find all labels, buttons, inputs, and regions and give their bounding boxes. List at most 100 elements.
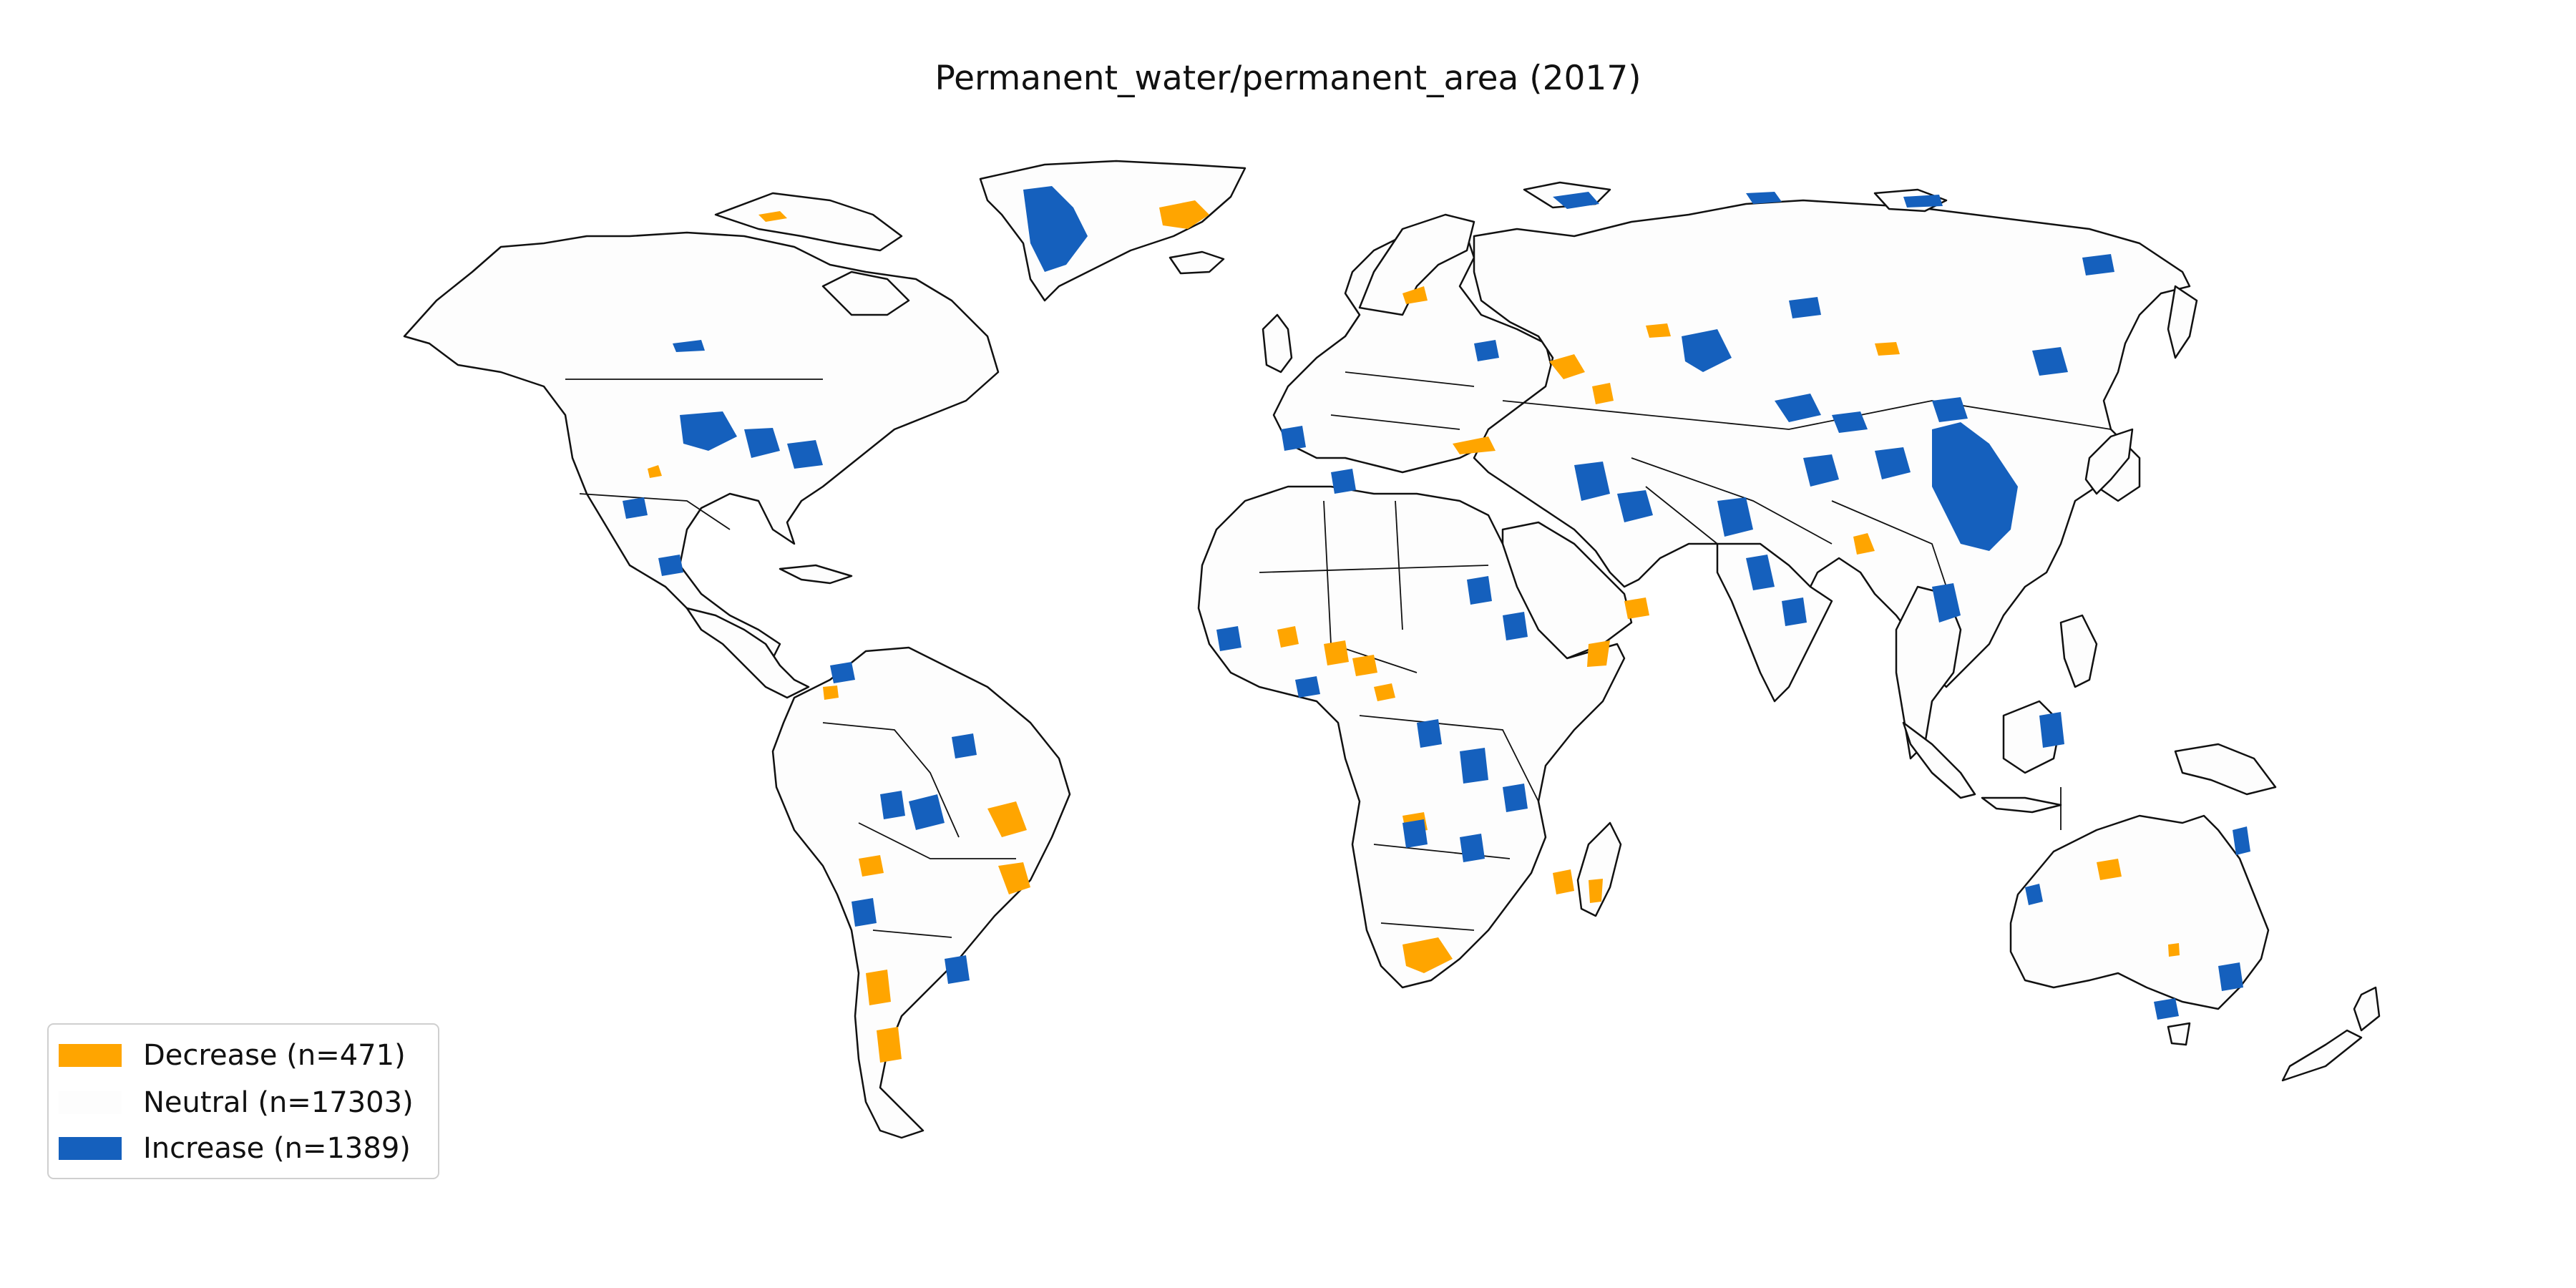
decrease-patch: [1589, 879, 1603, 903]
decrease-patch: [1549, 354, 1585, 379]
increase-patch: [2082, 254, 2114, 275]
decrease-patch: [1875, 342, 1900, 356]
landmass-java: [1981, 796, 2062, 814]
increase-patch: [1775, 394, 1821, 422]
decrease-patch: [859, 855, 884, 877]
increase-patch: [1402, 819, 1428, 848]
increase-patch: [1574, 462, 1610, 501]
increase-patch: [1932, 397, 1968, 422]
decrease-patch: [998, 862, 1030, 894]
increase-patch: [1875, 447, 1911, 479]
decrease-patch: [758, 211, 787, 222]
decrease-patch: [1624, 597, 1649, 619]
landmass-africa: [1197, 485, 1626, 989]
decrease-patch: [1159, 200, 1209, 229]
decrease-patch: [1646, 323, 1671, 338]
legend-swatch-increase: [59, 1137, 122, 1160]
landmass-central-america: [686, 607, 810, 699]
increase-patch: [1746, 192, 1782, 204]
landmass-canadian-arctic: [714, 192, 903, 252]
increase-patch: [623, 497, 648, 519]
decrease-patch: [1402, 286, 1428, 304]
legend-swatch-decrease: [59, 1044, 122, 1067]
increase-patch: [1331, 469, 1356, 494]
legend: Decrease (n=471) Neutral (n=17303) Incre…: [47, 1023, 439, 1179]
decrease-patch: [648, 465, 662, 478]
decrease-patch: [866, 970, 891, 1005]
increase-patch: [1903, 195, 1943, 208]
increase-patch: [2025, 884, 2043, 905]
legend-item-increase: Increase (n=1389): [59, 1131, 411, 1166]
decrease-patch: [1277, 626, 1299, 648]
decrease-patch: [987, 801, 1027, 837]
increase-patch: [1782, 597, 1807, 626]
landmass-japan: [2084, 428, 2134, 495]
decrease-patch: [2168, 943, 2180, 957]
increase-patch: [1803, 454, 1839, 487]
increase-patch: [1460, 834, 1485, 862]
increase-patch: [1746, 555, 1775, 590]
increase-patch: [1932, 422, 2018, 551]
increase-patch: [880, 791, 905, 819]
decrease-patch: [877, 1027, 902, 1063]
increase-patch: [1717, 497, 1753, 537]
increase-patch: [1789, 297, 1821, 318]
legend-label-neutral: Neutral (n=17303): [143, 1086, 414, 1119]
landmass-cuba: [779, 564, 853, 585]
landmass-south-america: [771, 646, 1071, 1139]
increase-patch: [2154, 998, 2179, 1020]
landmass-tasmania: [2167, 1022, 2191, 1046]
increase-patch: [2233, 826, 2250, 855]
increase-patch: [1932, 583, 1961, 623]
increase-patch: [830, 662, 855, 683]
increase-patch: [2032, 347, 2068, 376]
landmass-new-zealand-north: [2353, 986, 2381, 1032]
landmass-europe: [1272, 228, 1554, 474]
increase-patches: [623, 186, 2250, 1020]
increase-patch: [1682, 329, 1732, 372]
landmass-new-guinea: [2174, 743, 2277, 796]
increase-patch: [952, 733, 977, 758]
legend-item-neutral: Neutral (n=17303): [59, 1085, 414, 1121]
increase-patch: [1474, 340, 1499, 361]
decrease-patch: [1324, 640, 1349, 665]
increase-patch: [1216, 626, 1241, 651]
increase-patch: [680, 411, 737, 451]
legend-label-increase: Increase (n=1389): [143, 1132, 411, 1165]
legend-item-decrease: Decrease (n=471): [59, 1038, 406, 1073]
increase-patch: [1467, 576, 1492, 605]
increase-patch: [1023, 186, 1088, 272]
decrease-patch: [823, 686, 839, 700]
increase-patch: [673, 340, 705, 352]
increase-patch: [744, 428, 780, 458]
landmass-philippines: [2059, 614, 2098, 688]
decrease-patch: [1592, 383, 1614, 404]
land-layer: [403, 160, 2381, 1139]
decrease-patch: [1587, 640, 1610, 667]
increase-patch: [909, 794, 945, 830]
decrease-patch: [1402, 937, 1453, 973]
increase-patch: [1503, 612, 1528, 640]
increase-patch: [658, 555, 683, 576]
decrease-patch: [1352, 655, 1377, 676]
increase-patch: [2039, 712, 2064, 748]
landmass-madagascar: [1576, 821, 1622, 917]
increase-patch: [1281, 426, 1306, 451]
landmass-india: [1716, 542, 1833, 703]
increase-patch: [1417, 719, 1442, 748]
landmass-sumatra: [1902, 721, 1976, 799]
decrease-patch: [1453, 436, 1496, 454]
increase-patch: [2218, 962, 2243, 991]
increase-patch: [945, 955, 970, 984]
increase-patch: [1503, 784, 1528, 812]
increase-patch: [1553, 192, 1599, 209]
increase-patch: [852, 898, 877, 927]
increase-patch: [1832, 411, 1868, 433]
legend-swatch-neutral: [59, 1091, 122, 1114]
increase-patch: [1617, 490, 1653, 522]
landmass-iceland: [1169, 250, 1225, 275]
increase-patch: [1460, 748, 1488, 784]
decrease-patches: [648, 200, 2180, 1063]
increase-patch: [1295, 676, 1320, 698]
landmass-great-britain: [1262, 313, 1293, 374]
